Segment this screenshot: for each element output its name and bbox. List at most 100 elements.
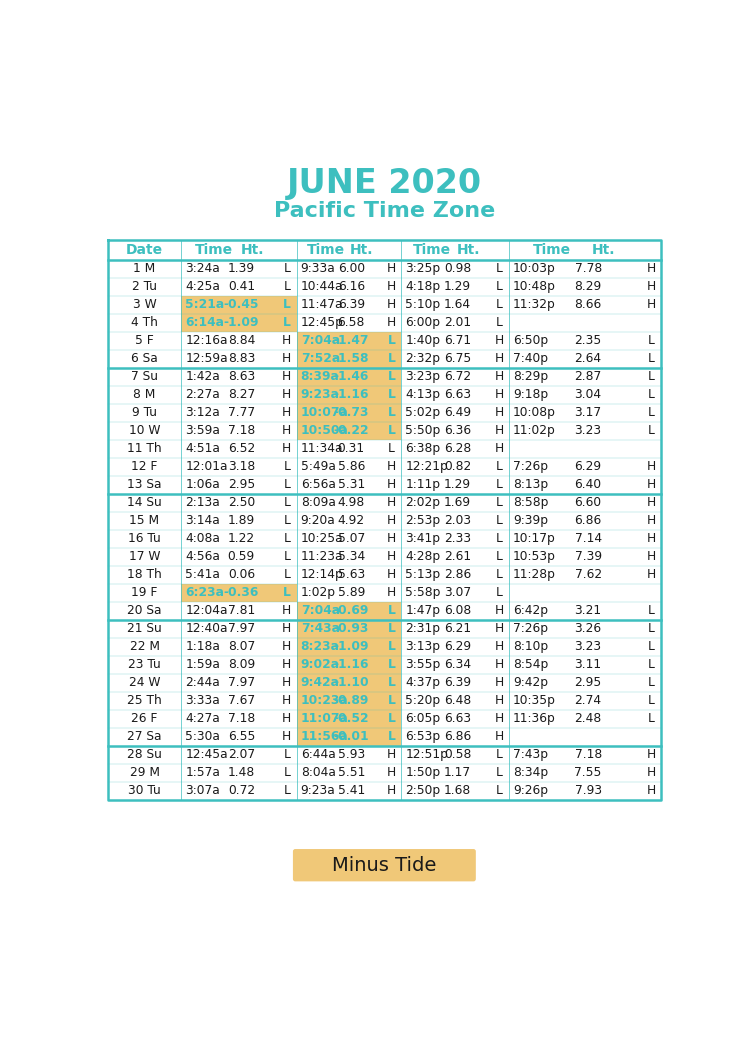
Text: 7:52a: 7:52a bbox=[301, 353, 340, 365]
Text: H: H bbox=[646, 280, 656, 293]
Text: 2:44a: 2:44a bbox=[185, 676, 220, 689]
Text: 14 Su: 14 Su bbox=[128, 497, 162, 509]
Text: 6:23a: 6:23a bbox=[185, 586, 224, 600]
Text: 5:20p: 5:20p bbox=[405, 694, 440, 708]
Text: 7:26p: 7:26p bbox=[513, 460, 548, 474]
Text: 5.89: 5.89 bbox=[338, 586, 365, 600]
Text: H: H bbox=[646, 262, 656, 275]
Text: 7:04a: 7:04a bbox=[301, 605, 340, 617]
Text: L: L bbox=[284, 550, 290, 564]
Bar bbox=[297, 637, 401, 656]
Text: 7.67: 7.67 bbox=[228, 694, 255, 708]
Text: 7:40p: 7:40p bbox=[513, 353, 548, 365]
FancyBboxPatch shape bbox=[293, 849, 476, 881]
Text: 7.97: 7.97 bbox=[228, 676, 255, 689]
Text: 16 Tu: 16 Tu bbox=[128, 532, 161, 545]
Text: 3:24a: 3:24a bbox=[185, 262, 220, 275]
Text: 11:02p: 11:02p bbox=[513, 424, 556, 438]
Text: Date: Date bbox=[126, 243, 163, 257]
Text: L: L bbox=[284, 568, 290, 582]
Text: 17 W: 17 W bbox=[129, 550, 160, 564]
Text: 10:50a: 10:50a bbox=[301, 424, 349, 438]
Text: 10 W: 10 W bbox=[129, 424, 160, 438]
Text: 7.78: 7.78 bbox=[574, 262, 602, 275]
Text: 1.29: 1.29 bbox=[444, 280, 471, 293]
Text: 4:18p: 4:18p bbox=[405, 280, 440, 293]
Text: H: H bbox=[282, 442, 291, 456]
Text: 3:13p: 3:13p bbox=[405, 640, 440, 653]
Text: 3.23: 3.23 bbox=[574, 424, 602, 438]
Text: 2.07: 2.07 bbox=[228, 749, 255, 761]
Text: 1.39: 1.39 bbox=[228, 262, 255, 275]
Text: 6 Sa: 6 Sa bbox=[131, 353, 158, 365]
Text: 6.28: 6.28 bbox=[444, 442, 471, 456]
Text: 5.86: 5.86 bbox=[338, 460, 365, 474]
Text: 1:50p: 1:50p bbox=[405, 766, 440, 779]
Text: 8:54p: 8:54p bbox=[513, 658, 548, 671]
Text: 3 W: 3 W bbox=[133, 298, 157, 312]
Text: -0.73: -0.73 bbox=[334, 406, 369, 419]
Text: Ht.: Ht. bbox=[592, 243, 615, 257]
Text: 11:34a: 11:34a bbox=[301, 442, 344, 456]
Text: H: H bbox=[646, 514, 656, 527]
Text: L: L bbox=[284, 749, 290, 761]
Text: 0.59: 0.59 bbox=[228, 550, 255, 564]
Text: 9:20a: 9:20a bbox=[301, 514, 335, 527]
Text: L: L bbox=[388, 371, 395, 383]
Text: 6.29: 6.29 bbox=[444, 640, 471, 653]
Text: 2:27a: 2:27a bbox=[185, 388, 220, 401]
Text: L: L bbox=[647, 424, 655, 438]
Text: 8:23a: 8:23a bbox=[301, 640, 340, 653]
Text: 5.34: 5.34 bbox=[338, 550, 364, 564]
Text: H: H bbox=[282, 388, 291, 401]
Text: 25 Th: 25 Th bbox=[128, 694, 162, 708]
Text: H: H bbox=[387, 749, 396, 761]
Text: L: L bbox=[283, 586, 291, 600]
Text: 12:01a: 12:01a bbox=[185, 460, 228, 474]
Text: 6.34: 6.34 bbox=[444, 658, 471, 671]
Text: 2:53p: 2:53p bbox=[405, 514, 440, 527]
Text: H: H bbox=[387, 497, 396, 509]
Text: H: H bbox=[646, 568, 656, 582]
Text: H: H bbox=[282, 605, 291, 617]
Text: H: H bbox=[646, 766, 656, 779]
Text: L: L bbox=[388, 605, 395, 617]
Bar bbox=[297, 620, 401, 637]
Text: 4:13p: 4:13p bbox=[405, 388, 440, 401]
Text: 7.77: 7.77 bbox=[228, 406, 255, 419]
Text: L: L bbox=[284, 262, 290, 275]
Text: L: L bbox=[388, 640, 395, 653]
Bar bbox=[297, 386, 401, 404]
Text: -1.58: -1.58 bbox=[334, 353, 369, 365]
Text: L: L bbox=[388, 388, 395, 401]
Text: 12:16a: 12:16a bbox=[185, 335, 228, 348]
Text: L: L bbox=[388, 712, 395, 726]
Text: 18 Th: 18 Th bbox=[128, 568, 162, 582]
Text: H: H bbox=[494, 371, 504, 383]
Text: 5:02p: 5:02p bbox=[405, 406, 440, 419]
Text: L: L bbox=[388, 353, 395, 365]
Text: H: H bbox=[494, 712, 504, 726]
Text: L: L bbox=[388, 658, 395, 671]
Text: 5.51: 5.51 bbox=[338, 766, 365, 779]
Text: 3:12a: 3:12a bbox=[185, 406, 220, 419]
Text: 7.14: 7.14 bbox=[574, 532, 602, 545]
Bar bbox=[297, 692, 401, 710]
Text: -1.47: -1.47 bbox=[334, 335, 369, 348]
Bar bbox=[297, 656, 401, 674]
Text: L: L bbox=[647, 658, 655, 671]
Text: 6.63: 6.63 bbox=[444, 712, 471, 726]
Text: 1.68: 1.68 bbox=[444, 784, 471, 797]
Text: 5.63: 5.63 bbox=[338, 568, 364, 582]
Text: 1:59a: 1:59a bbox=[185, 658, 220, 671]
Text: L: L bbox=[388, 676, 395, 689]
Text: 8.07: 8.07 bbox=[228, 640, 255, 653]
Text: L: L bbox=[496, 460, 502, 474]
Text: 8.27: 8.27 bbox=[228, 388, 255, 401]
Text: L: L bbox=[283, 298, 291, 312]
Text: 2.95: 2.95 bbox=[228, 479, 255, 491]
Text: H: H bbox=[387, 479, 396, 491]
Text: 6:42p: 6:42p bbox=[513, 605, 548, 617]
Text: 6:14a: 6:14a bbox=[185, 316, 224, 330]
Text: L: L bbox=[647, 640, 655, 653]
